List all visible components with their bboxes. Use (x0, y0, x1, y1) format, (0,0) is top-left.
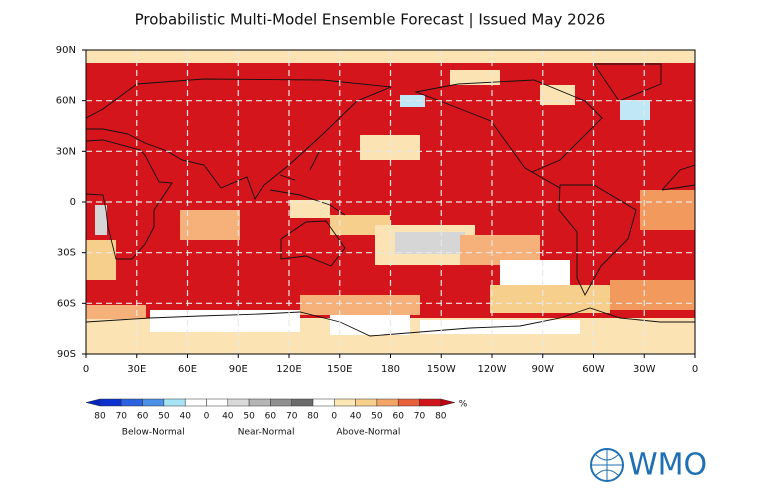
colorbar-label: 60 (392, 412, 404, 422)
map (85, 49, 696, 355)
colorbar-segment (248, 398, 271, 407)
lat-label: 60S (57, 298, 76, 309)
colorbar-label: 60 (137, 412, 149, 422)
logo-text: WMO (628, 448, 707, 483)
colorbar-segment (99, 398, 122, 407)
lat-label: 30S (57, 248, 76, 259)
colorbar-label: 80 (94, 412, 106, 422)
lon-label: 120E (276, 364, 301, 375)
colorbar-segment (142, 398, 165, 407)
colorbar-arrow (85, 398, 101, 407)
colorbar-label: 0 (204, 412, 210, 422)
logo: WMO (590, 448, 707, 483)
colorbar-segment (270, 398, 292, 407)
colorbar-arrow (440, 398, 455, 407)
colorbar-label: 70 (286, 412, 298, 422)
lon-label: 0 (692, 364, 698, 375)
lon-label: 150E (327, 364, 352, 375)
lat-label: 30N (56, 146, 76, 157)
colorbar-label: 80 (307, 412, 319, 422)
lat-label: 90S (57, 349, 76, 360)
colorbar-group: Below-Normal (122, 428, 185, 438)
lon-label: 60W (582, 364, 605, 375)
lon-label: 60E (178, 364, 197, 375)
lon-label: 120W (478, 364, 507, 375)
colorbar-group: Above-Normal (336, 428, 400, 438)
lon-label: 180 (381, 364, 400, 375)
colorbar-segment (291, 398, 314, 407)
colorbar-label: 50 (371, 412, 383, 422)
colorbar-label: 50 (243, 412, 255, 422)
colorbar-label: 50 (158, 412, 170, 422)
colorbar-label: 60 (265, 412, 277, 422)
colorbar-segment (184, 398, 207, 407)
colorbar-segment (206, 398, 229, 407)
lon-label: 90E (229, 364, 248, 375)
colorbar-segment (334, 398, 356, 407)
colorbar-label: 40 (179, 412, 191, 422)
colorbar-group: Near-Normal (238, 428, 295, 438)
colorbar-label: 70 (414, 412, 426, 422)
colorbar-label: 40 (222, 412, 234, 422)
colorbar-segment (312, 398, 335, 407)
colorbar-segment (397, 398, 420, 407)
lat-label: 90N (56, 45, 76, 56)
lon-label: 30W (633, 364, 656, 375)
colorbar-segment (376, 398, 399, 407)
colorbar-label: 70 (116, 412, 128, 422)
colorbar-segment (163, 398, 186, 407)
lon-label: 150W (427, 364, 456, 375)
colorbar-segment (227, 398, 250, 407)
colorbar-label: 0 (331, 412, 337, 422)
colorbar-label: 80 (435, 412, 447, 422)
colorbar-segment (121, 398, 143, 407)
colorbar-unit: % (459, 400, 468, 410)
lon-label: 90W (531, 364, 554, 375)
title: Probabilistic Multi-Model Ensemble Forec… (135, 11, 606, 29)
colorbar-segment (419, 398, 442, 407)
lat-label: 0 (70, 197, 76, 208)
lon-label: 30E (127, 364, 146, 375)
colorbar-label: 40 (350, 412, 362, 422)
colorbar-segment (355, 398, 378, 407)
lon-label: 0 (83, 364, 89, 375)
lat-label: 60N (56, 96, 76, 107)
